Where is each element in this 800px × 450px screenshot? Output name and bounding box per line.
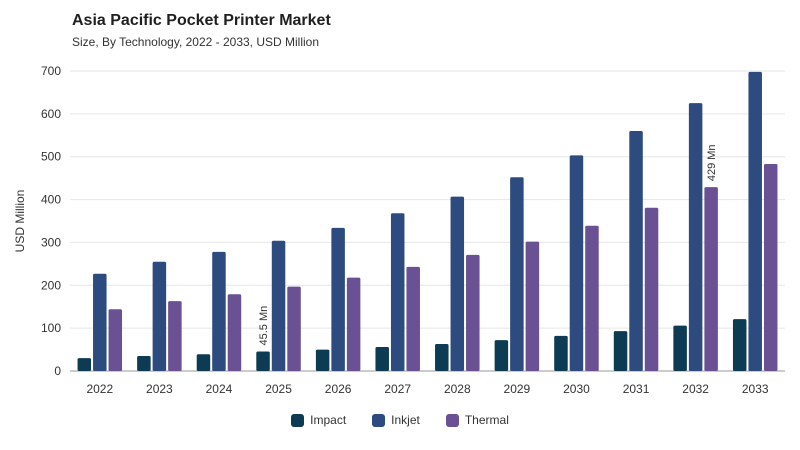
x-tick-label: 2023: [146, 382, 173, 396]
bar-thermal: [644, 207, 659, 371]
legend-swatch-impact: [291, 413, 305, 427]
bar-inkjet: [748, 71, 762, 371]
bar-impact: [613, 331, 628, 371]
bar-thermal: [763, 164, 778, 371]
bar-impact: [554, 335, 568, 371]
bar-impact: [196, 354, 211, 371]
x-tick-label: 2026: [325, 382, 352, 396]
x-tick-label: 2030: [563, 382, 590, 396]
bar-impact: [256, 351, 270, 371]
bar-thermal: [108, 309, 123, 371]
bar-inkjet: [629, 131, 643, 371]
legend-item-impact[interactable]: Impact: [291, 413, 346, 427]
chart-legend: Impact Inkjet Thermal: [0, 413, 800, 427]
legend-item-inkjet[interactable]: Inkjet: [372, 413, 420, 427]
bar-impact: [315, 349, 330, 371]
bar-thermal: [585, 225, 599, 371]
legend-label-thermal: Thermal: [464, 413, 509, 427]
x-tick-label: 2025: [265, 382, 292, 396]
y-tick-label: 700: [41, 64, 61, 78]
y-tick-label: 200: [41, 278, 61, 292]
bar-thermal: [406, 266, 420, 371]
legend-swatch-thermal: [445, 413, 459, 427]
bar-thermal: [466, 254, 480, 371]
x-tick-label: 2028: [444, 382, 471, 396]
x-tick-label: 2032: [682, 382, 709, 396]
y-tick-label: 300: [41, 235, 61, 249]
x-tick-label: 2031: [623, 382, 650, 396]
y-tick-label: 100: [41, 321, 61, 335]
bar-inkjet: [152, 261, 167, 371]
bar-inkjet: [93, 273, 107, 371]
bar-inkjet: [331, 227, 345, 371]
bar-inkjet: [688, 103, 703, 372]
bar-inkjet: [212, 251, 226, 371]
bar-chart: 0 100 200 300 400 500 600 700 USD Million 2022 202…: [13, 64, 785, 396]
bar-impact: [494, 340, 509, 371]
bar-impact: [375, 347, 389, 371]
bar-impact: [732, 319, 747, 371]
bar-thermal: [168, 301, 182, 371]
bar-inkjet: [569, 155, 584, 371]
bar-thermal: [525, 241, 540, 371]
y-tick-label: 0: [54, 364, 61, 378]
y-axis-title: USD Million: [13, 190, 27, 253]
bar-thermal: [346, 277, 361, 371]
data-label: 429 Mn: [706, 144, 718, 181]
bar-inkjet: [450, 196, 465, 371]
legend-label-inkjet: Inkjet: [391, 413, 420, 427]
bar-impact: [77, 358, 92, 371]
bar-thermal: [704, 187, 718, 371]
bar-inkjet: [510, 177, 524, 371]
bar-inkjet: [271, 240, 286, 371]
x-tick-label: 2029: [504, 382, 531, 396]
y-tick-label: 400: [41, 193, 61, 207]
bar-thermal: [287, 286, 301, 371]
bar-impact: [435, 344, 449, 371]
data-label: 45.5 Mn: [258, 306, 270, 346]
bar-impact: [673, 325, 687, 371]
y-tick-label: 600: [41, 107, 61, 121]
x-tick-label: 2024: [206, 382, 233, 396]
x-tick-label: 2022: [86, 382, 113, 396]
legend-label-impact: Impact: [310, 413, 347, 427]
legend-item-thermal[interactable]: Thermal: [445, 413, 509, 427]
legend-swatch-inkjet: [372, 413, 386, 427]
chart-title: Asia Pacific Pocket Printer Market: [72, 12, 331, 29]
x-tick-label: 2027: [384, 382, 411, 396]
bar-thermal: [227, 294, 242, 371]
bar-inkjet: [390, 213, 405, 371]
chart-subtitle: Size, By Technology, 2022 - 2033, USD Mi…: [72, 35, 320, 49]
y-tick-label: 500: [41, 150, 61, 164]
x-tick-label: 2033: [742, 382, 769, 396]
bar-impact: [137, 356, 151, 371]
